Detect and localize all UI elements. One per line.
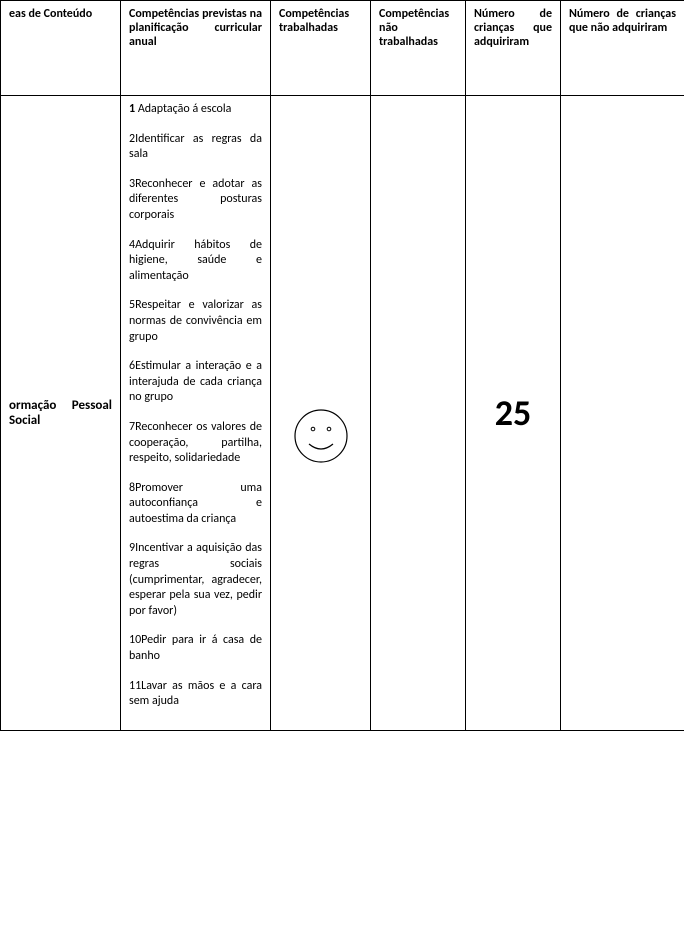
criancas-adquiriram-cell: 25 [466, 96, 561, 731]
comp-7: 7Reconhecer os valores de cooperação, pa… [129, 420, 262, 467]
comp-3: 3Reconhecer e adotar as diferentes postu… [129, 177, 262, 224]
comp-9: 9Incentivar a aquisição das regras socia… [129, 541, 262, 619]
comp-8: 8Promover uma autoconfiança e autoestima… [129, 481, 262, 528]
header-nao-adquiriram: Número de crianças que não adquiriram [561, 1, 684, 96]
comp-2: 2Identificar as regras da sala [129, 132, 262, 163]
competencias-nao-trabalhadas-cell [371, 96, 466, 731]
area-cell: ormação Pessoal Social [1, 96, 121, 731]
header-previstas: Competências previstas na planificação c… [121, 1, 271, 96]
competencias-previstas-cell: 1 Adaptação á escola 2Identificar as reg… [121, 96, 271, 731]
header-area: eas de Conteúdo [1, 1, 121, 96]
header-nao-trabalhadas: Competências não trabalhadas [371, 1, 466, 96]
comp-10: 10Pedir para ir á casa de banho [129, 633, 262, 664]
header-adquiriram: Número de crianças que adquiriram [466, 1, 561, 96]
competencias-trabalhadas-cell [271, 96, 371, 731]
header-trabalhadas: Competências trabalhadas [271, 1, 371, 96]
comp-5: 5Respeitar e valorizar as normas de conv… [129, 298, 262, 345]
comp-4: 4Adquirir hábitos de higiene, saúde e al… [129, 238, 262, 285]
comp-1-num: 1 [129, 102, 135, 116]
criancas-nao-adquiriram-cell [561, 96, 684, 731]
comp-6: 6Estimular a interação e a interajuda de… [129, 359, 262, 406]
comp-1: Adaptação á escola [138, 102, 232, 116]
smiley-icon [291, 406, 351, 466]
comp-11: 11Lavar as mãos e a cara sem ajuda [129, 679, 262, 710]
